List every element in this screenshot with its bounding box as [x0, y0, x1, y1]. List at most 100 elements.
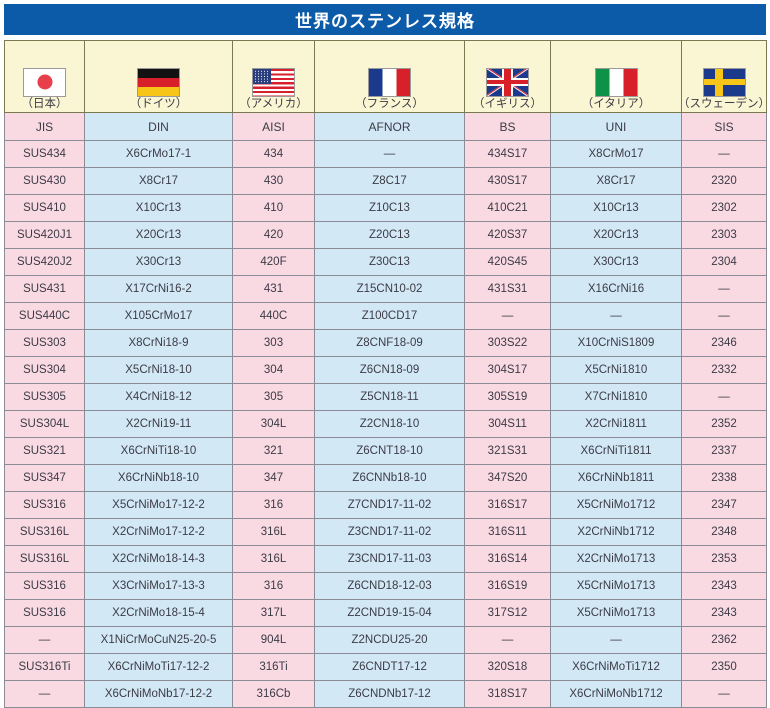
cell-uni: X6CrNiTi1811 [550, 437, 682, 465]
table-row: SUS431 X17CrNi16-2 431 Z15CN10-02 431S31 X16C… [4, 275, 767, 303]
cell-aisi: 420 [232, 221, 315, 249]
cell-bs: 434S17 [464, 140, 551, 168]
cell-uni: X10Cr13 [550, 194, 682, 222]
cell-afnor: — [314, 140, 465, 168]
cell-bs: 316S17 [464, 491, 551, 519]
cell-aisi: 347 [232, 464, 315, 492]
cell-bs: 304S17 [464, 356, 551, 384]
country-header-cell-italy: （イタリア） [550, 40, 682, 113]
cell-sis: 2304 [681, 248, 767, 276]
flag-france-icon [368, 67, 411, 97]
cell-bs: 347S20 [464, 464, 551, 492]
cell-aisi: 321 [232, 437, 315, 465]
cell-afnor: Z15CN10-02 [314, 275, 465, 303]
standards-data-body: SUS434 X6CrMo17-1 434—434S17 X8CrMo17— SUS43… [4, 140, 767, 708]
cell-sis: 2347 [681, 491, 767, 519]
cell-din: X17CrNi16-2 [84, 275, 233, 303]
cell-uni: X7CrNi1810 [550, 383, 682, 411]
cell-din: X2CrNiMo18-15-4 [84, 599, 233, 627]
cell-aisi: 430 [232, 167, 315, 195]
table-row: — X1NiCrMoCuN25-20-5 904L Z2NCDU25-20— —2362 [4, 626, 767, 654]
cell-uni: X5CrNi1810 [550, 356, 682, 384]
cell-bs: 316S14 [464, 545, 551, 573]
country-label-germany: （ドイツ） [129, 97, 188, 110]
cell-sis: 2332 [681, 356, 767, 384]
cell-jis: SUS430 [4, 167, 85, 195]
cell-din: X8CrNi18-9 [84, 329, 233, 357]
cell-bs: 317S12 [464, 599, 551, 627]
cell-afnor: Z3CND17-11-03 [314, 545, 465, 573]
flag-usa-icon [252, 67, 295, 97]
table-row: SUS420J2 X30Cr13 420F Z30C13 420S45 X30Cr13 23… [4, 248, 767, 276]
flag-japan-icon [23, 67, 66, 97]
table-row: SUS316 X5CrNiMo17-12-2 316 Z7CND17-11-02 316… [4, 491, 767, 519]
cell-aisi: 316 [232, 572, 315, 600]
country-label-uk: （イギリス） [473, 97, 542, 110]
cell-jis: SUS431 [4, 275, 85, 303]
cell-bs: 304S11 [464, 410, 551, 438]
cell-sis: 2352 [681, 410, 767, 438]
cell-bs: 410C21 [464, 194, 551, 222]
cell-uni: — [550, 302, 682, 330]
cell-aisi: 420F [232, 248, 315, 276]
cell-jis: — [4, 626, 85, 654]
cell-afnor: Z6CN18-09 [314, 356, 465, 384]
cell-afnor: Z10C13 [314, 194, 465, 222]
cell-uni: X16CrNi16 [550, 275, 682, 303]
cell-din: X8Cr17 [84, 167, 233, 195]
cell-bs: 431S31 [464, 275, 551, 303]
cell-uni: X5CrNiMo1712 [550, 491, 682, 519]
cell-uni: X30Cr13 [550, 248, 682, 276]
cell-bs: 420S45 [464, 248, 551, 276]
cell-afnor: Z7CND17-11-02 [314, 491, 465, 519]
cell-jis: SUS316 [4, 572, 85, 600]
cell-uni: X20Cr13 [550, 221, 682, 249]
flag-germany-icon [137, 67, 180, 97]
standard-header-bs: BS [464, 112, 551, 141]
cell-sis: — [681, 302, 767, 330]
cell-jis: SUS420J1 [4, 221, 85, 249]
cell-aisi: 316 [232, 491, 315, 519]
table-row: SUS316 X2CrNiMo18-15-4 317L Z2CND19-15-04 31… [4, 599, 767, 627]
flag-uk-icon [486, 67, 529, 97]
country-header-cell-japan: （日本） [4, 40, 85, 113]
cell-uni: X8CrMo17 [550, 140, 682, 168]
cell-sis: — [681, 383, 767, 411]
cell-sis: — [681, 140, 767, 168]
cell-bs: 303S22 [464, 329, 551, 357]
cell-afnor: Z100CD17 [314, 302, 465, 330]
table-row: SUS434 X6CrMo17-1 434—434S17 X8CrMo17— [4, 140, 767, 168]
cell-jis: SUS410 [4, 194, 85, 222]
cell-afnor: Z6CNDNb17-12 [314, 680, 465, 708]
cell-afnor: Z2CN18-10 [314, 410, 465, 438]
table-row: SUS347 X6CrNiNb18-10 347 Z6CNNb18-10 347S20 X… [4, 464, 767, 492]
cell-aisi: 317L [232, 599, 315, 627]
cell-afnor: Z2NCDU25-20 [314, 626, 465, 654]
cell-aisi: 304 [232, 356, 315, 384]
cell-aisi: 431 [232, 275, 315, 303]
cell-uni: X2CrNiMo1713 [550, 545, 682, 573]
country-label-sweden: （スウェーデン） [681, 97, 767, 110]
cell-sis: 2302 [681, 194, 767, 222]
cell-jis: — [4, 680, 85, 708]
standard-header-jis: JIS [4, 112, 85, 141]
table-row: SUS410 X10Cr13 410 Z10C13 410C21 X10Cr13 2302 [4, 194, 767, 222]
country-header-cell-sweden: （スウェーデン） [681, 40, 767, 113]
cell-uni: X10CrNiS1809 [550, 329, 682, 357]
cell-aisi: 316L [232, 545, 315, 573]
cell-aisi: 303 [232, 329, 315, 357]
cell-aisi: 316Ti [232, 653, 315, 681]
cell-din: X10Cr13 [84, 194, 233, 222]
page-title: 世界のステンレス規格 [4, 4, 766, 35]
cell-afnor: Z30C13 [314, 248, 465, 276]
cell-aisi: 440C [232, 302, 315, 330]
cell-afnor: Z8C17 [314, 167, 465, 195]
standard-header-uni: UNI [550, 112, 682, 141]
cell-sis: 2303 [681, 221, 767, 249]
cell-din: X2CrNiMo18-14-3 [84, 545, 233, 573]
cell-aisi: 434 [232, 140, 315, 168]
cell-jis: SUS316L [4, 518, 85, 546]
table-row: — X6CrNiMoNb17-12-2 316Cb Z6CNDNb17-12 318S1… [4, 680, 767, 708]
cell-uni: X5CrNiMo1713 [550, 572, 682, 600]
cell-sis: 2346 [681, 329, 767, 357]
